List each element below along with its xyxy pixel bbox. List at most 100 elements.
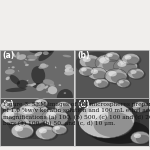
Ellipse shape [105,52,121,62]
Circle shape [108,71,117,77]
Text: (a): (a) [2,51,15,60]
Ellipse shape [117,79,131,88]
Ellipse shape [46,91,50,93]
Ellipse shape [43,79,54,85]
Circle shape [130,70,136,74]
Circle shape [132,102,148,112]
Circle shape [80,55,100,68]
Circle shape [119,80,124,83]
Circle shape [54,126,60,130]
Ellipse shape [12,124,36,140]
Ellipse shape [65,64,72,69]
Circle shape [83,57,91,62]
Ellipse shape [64,70,74,75]
Ellipse shape [38,48,54,61]
Circle shape [39,128,47,133]
Text: (b): (b) [77,51,90,60]
Ellipse shape [28,59,36,61]
Ellipse shape [43,110,71,128]
Circle shape [125,55,131,60]
Circle shape [17,128,33,138]
Circle shape [94,78,108,88]
Ellipse shape [10,75,20,85]
Circle shape [41,130,56,139]
Ellipse shape [81,56,102,70]
Ellipse shape [37,127,58,141]
Ellipse shape [5,69,15,74]
Circle shape [83,69,93,76]
Circle shape [85,58,100,68]
Circle shape [1,101,14,110]
Ellipse shape [89,68,109,81]
Ellipse shape [44,85,48,89]
Ellipse shape [31,66,45,84]
Circle shape [122,53,140,65]
Circle shape [5,111,14,117]
Circle shape [127,57,139,64]
Ellipse shape [106,69,129,85]
Ellipse shape [50,84,55,87]
Ellipse shape [63,55,71,57]
Circle shape [38,101,47,107]
Circle shape [36,100,41,103]
Ellipse shape [129,69,146,80]
Circle shape [56,127,66,134]
Ellipse shape [65,67,74,72]
Circle shape [95,54,122,72]
Ellipse shape [12,52,16,57]
Ellipse shape [115,59,140,75]
Circle shape [78,102,134,138]
Ellipse shape [30,83,36,86]
Circle shape [114,59,137,74]
Circle shape [4,103,14,109]
Circle shape [11,124,33,138]
Ellipse shape [43,51,49,55]
Ellipse shape [64,92,66,94]
Circle shape [136,135,150,144]
Circle shape [135,103,141,107]
Circle shape [131,131,150,144]
Ellipse shape [56,102,73,113]
Ellipse shape [17,54,26,60]
Ellipse shape [17,80,28,88]
Circle shape [117,61,126,67]
Circle shape [26,109,49,124]
Circle shape [42,109,68,126]
Circle shape [96,80,102,84]
Ellipse shape [80,67,95,77]
Circle shape [120,63,137,74]
Ellipse shape [53,125,68,135]
Circle shape [120,81,130,87]
Circle shape [109,55,119,61]
Circle shape [87,107,108,121]
Circle shape [128,68,144,79]
Circle shape [52,125,67,134]
Circle shape [55,102,71,112]
Circle shape [105,52,120,62]
Text: (c): (c) [2,100,14,109]
Circle shape [15,126,23,131]
Circle shape [134,133,141,138]
Circle shape [102,59,121,71]
Circle shape [137,105,148,112]
Ellipse shape [28,45,54,54]
Circle shape [98,81,108,88]
Ellipse shape [123,54,141,66]
Ellipse shape [3,110,28,126]
Circle shape [2,109,25,124]
Circle shape [88,67,107,80]
Ellipse shape [19,104,53,126]
Ellipse shape [65,68,69,72]
Ellipse shape [75,52,120,76]
Circle shape [79,66,94,76]
Circle shape [17,103,50,124]
Ellipse shape [12,66,15,68]
Ellipse shape [24,61,27,64]
Circle shape [132,71,144,78]
Text: (d): (d) [77,100,90,109]
Ellipse shape [57,89,73,106]
Circle shape [93,112,133,137]
Ellipse shape [34,52,42,56]
Circle shape [105,69,127,83]
Ellipse shape [94,79,110,89]
